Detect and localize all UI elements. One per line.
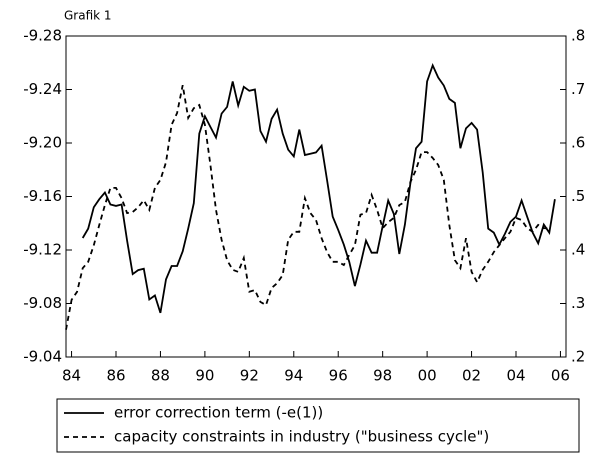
y-tick-label: -9.08 — [23, 294, 62, 312]
x-tick-label: 98 — [373, 367, 392, 385]
plot-frame — [65, 35, 567, 358]
y2-tick-label: .8 — [571, 27, 585, 45]
x-tick-label: 90 — [195, 367, 214, 385]
legend-label: capacity constraints in industry ("busin… — [114, 428, 489, 446]
y-tick-label: -9.24 — [23, 80, 62, 98]
series-line — [65, 85, 550, 330]
y2-tick-label: .3 — [571, 294, 585, 312]
chart-title: Grafik 1 — [64, 9, 112, 23]
x-tick-label: 04 — [506, 367, 525, 385]
series-line — [81, 62, 556, 314]
y2-tick-label: .2 — [571, 348, 585, 366]
x-tick-label: 06 — [551, 367, 570, 385]
y2-tick-label: .6 — [571, 134, 585, 152]
y2-tick-label: .5 — [571, 187, 585, 205]
x-tick-label: 94 — [284, 367, 303, 385]
y2-tick-label: .7 — [571, 80, 585, 98]
x-tick-label: 96 — [329, 367, 348, 385]
legend-label: error correction term (-e(1)) — [114, 404, 323, 422]
x-tick-label: 00 — [418, 367, 437, 385]
y2-tick-label: .4 — [571, 241, 585, 259]
x-tick-label: 02 — [462, 367, 481, 385]
y-tick-label: -9.12 — [23, 241, 62, 259]
x-tick-label: 84 — [62, 367, 81, 385]
legend-box — [56, 398, 580, 453]
x-tick-label: 92 — [240, 367, 259, 385]
x-tick-label: 88 — [151, 367, 170, 385]
y-tick-label: -9.04 — [23, 348, 62, 366]
y-tick-label: -9.16 — [23, 187, 62, 205]
y-tick-label: -9.28 — [23, 27, 62, 45]
y-tick-label: -9.20 — [23, 134, 62, 152]
x-tick-label: 86 — [106, 367, 125, 385]
